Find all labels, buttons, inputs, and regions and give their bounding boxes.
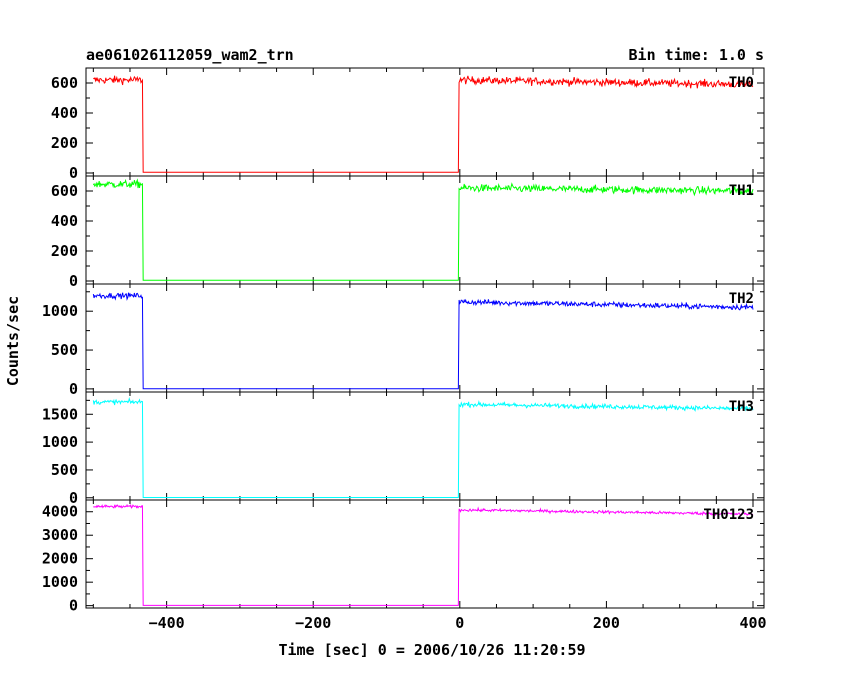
- series-line-th0: [93, 75, 754, 173]
- panel-th0123: 0 1000 2000 3000 4000 TH0123: [42, 499, 765, 615]
- panels-group: 0 200 400 600 TH0 0 200 400 600 TH1 0 500 1000 TH2 0 50…: [42, 67, 767, 632]
- y-tick-label: 500: [51, 341, 78, 359]
- panel-frame: [85, 499, 765, 609]
- y-tick-label: 0: [69, 489, 78, 507]
- x-tick-label: 400: [739, 614, 766, 632]
- y-tick-label: 0: [69, 597, 78, 615]
- y-tick-label: 0: [69, 272, 78, 290]
- y-tick-label: 600: [51, 74, 78, 92]
- series-line-th3: [92, 396, 754, 498]
- panel-name-label: TH0: [729, 75, 754, 91]
- x-axis-label: Time [sec] 0 = 2006/10/26 11:20:59: [278, 641, 585, 659]
- y-tick-label: 400: [51, 212, 78, 230]
- panel-name-label: TH0123: [703, 507, 754, 523]
- y-tick-label: 1500: [42, 405, 78, 423]
- y-tick-label: 500: [51, 461, 78, 479]
- y-axis-label: Counts/sec: [4, 296, 22, 386]
- y-tick-label: 1000: [42, 302, 78, 320]
- y-tick-label: 3000: [42, 526, 78, 544]
- x-tick-label: 0: [455, 614, 464, 632]
- panel-name-label: TH3: [729, 399, 754, 415]
- x-tick-label: −400: [149, 614, 185, 632]
- x-tick-label: −200: [295, 614, 331, 632]
- series-line-th0123: [93, 503, 754, 606]
- panel-name-label: TH2: [729, 291, 754, 307]
- y-tick-label: 200: [51, 242, 78, 260]
- y-tick-label: 4000: [42, 503, 78, 521]
- y-tick-label: 0: [69, 164, 78, 182]
- y-tick-label: 400: [51, 104, 78, 122]
- y-tick-label: 200: [51, 134, 78, 152]
- panel-frame: [85, 283, 765, 393]
- series-line-th1: [92, 178, 754, 281]
- panel-th2: 0 500 1000 TH2: [42, 283, 765, 398]
- panel-name-label: TH1: [729, 183, 754, 199]
- y-tick-label: 2000: [42, 550, 78, 568]
- bin-time-label: Bin time: 1.0 s: [629, 46, 764, 64]
- series-line-th2: [92, 292, 754, 390]
- y-tick-label: 0: [69, 380, 78, 398]
- chart-title: ae061026112059_wam2_trn: [86, 46, 294, 64]
- panel-frame: [85, 67, 765, 177]
- x-tick-label: 200: [593, 614, 620, 632]
- y-tick-label: 1000: [42, 573, 78, 591]
- y-tick-label: 600: [51, 182, 78, 200]
- panel-th1: 0 200 400 600 TH1: [51, 175, 765, 290]
- panel-th0: 0 200 400 600 TH0: [51, 67, 765, 182]
- panel-th3: 0 500 1000 1500 TH3: [42, 391, 765, 507]
- y-tick-label: 1000: [42, 433, 78, 451]
